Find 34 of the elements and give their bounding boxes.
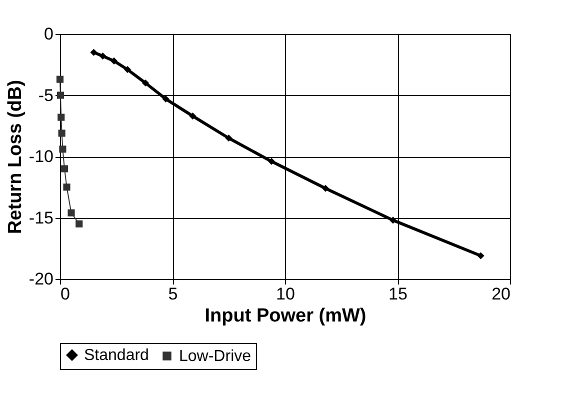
x-tick-label: 5: [168, 284, 178, 304]
legend-label: Standard: [84, 347, 149, 364]
point: [99, 52, 106, 60]
point: [59, 146, 66, 153]
y-tick-label: 0: [44, 24, 54, 44]
point: [268, 158, 276, 165]
x-tick-label: 0: [60, 284, 70, 304]
point: [68, 209, 75, 216]
x-axis-title: Input Power (mW): [204, 306, 366, 326]
point: [110, 57, 118, 64]
point: [60, 165, 68, 172]
y-axis-title: Return Loss (dB): [4, 80, 26, 234]
point: [142, 79, 150, 87]
y-tick-label: -15: [28, 208, 54, 228]
point: [76, 220, 83, 228]
x-tick-label: 20: [492, 284, 510, 304]
y-tick-label: -20: [28, 270, 54, 288]
point: [63, 184, 70, 191]
y-tick-label: -10: [28, 147, 54, 166]
point: [189, 112, 196, 120]
point: [389, 216, 397, 224]
point: [58, 114, 65, 121]
point: [56, 76, 64, 83]
point: [477, 252, 484, 260]
x-tick-label: 15: [388, 284, 408, 304]
y-tick-label: -5: [38, 86, 54, 105]
point: [124, 66, 132, 74]
point: [90, 48, 98, 56]
point: [162, 95, 170, 102]
legend-label: Low-Drive: [179, 348, 252, 365]
x-tick-label: 10: [276, 284, 295, 304]
point: [58, 130, 66, 137]
point: [322, 184, 330, 192]
point: [225, 134, 232, 142]
